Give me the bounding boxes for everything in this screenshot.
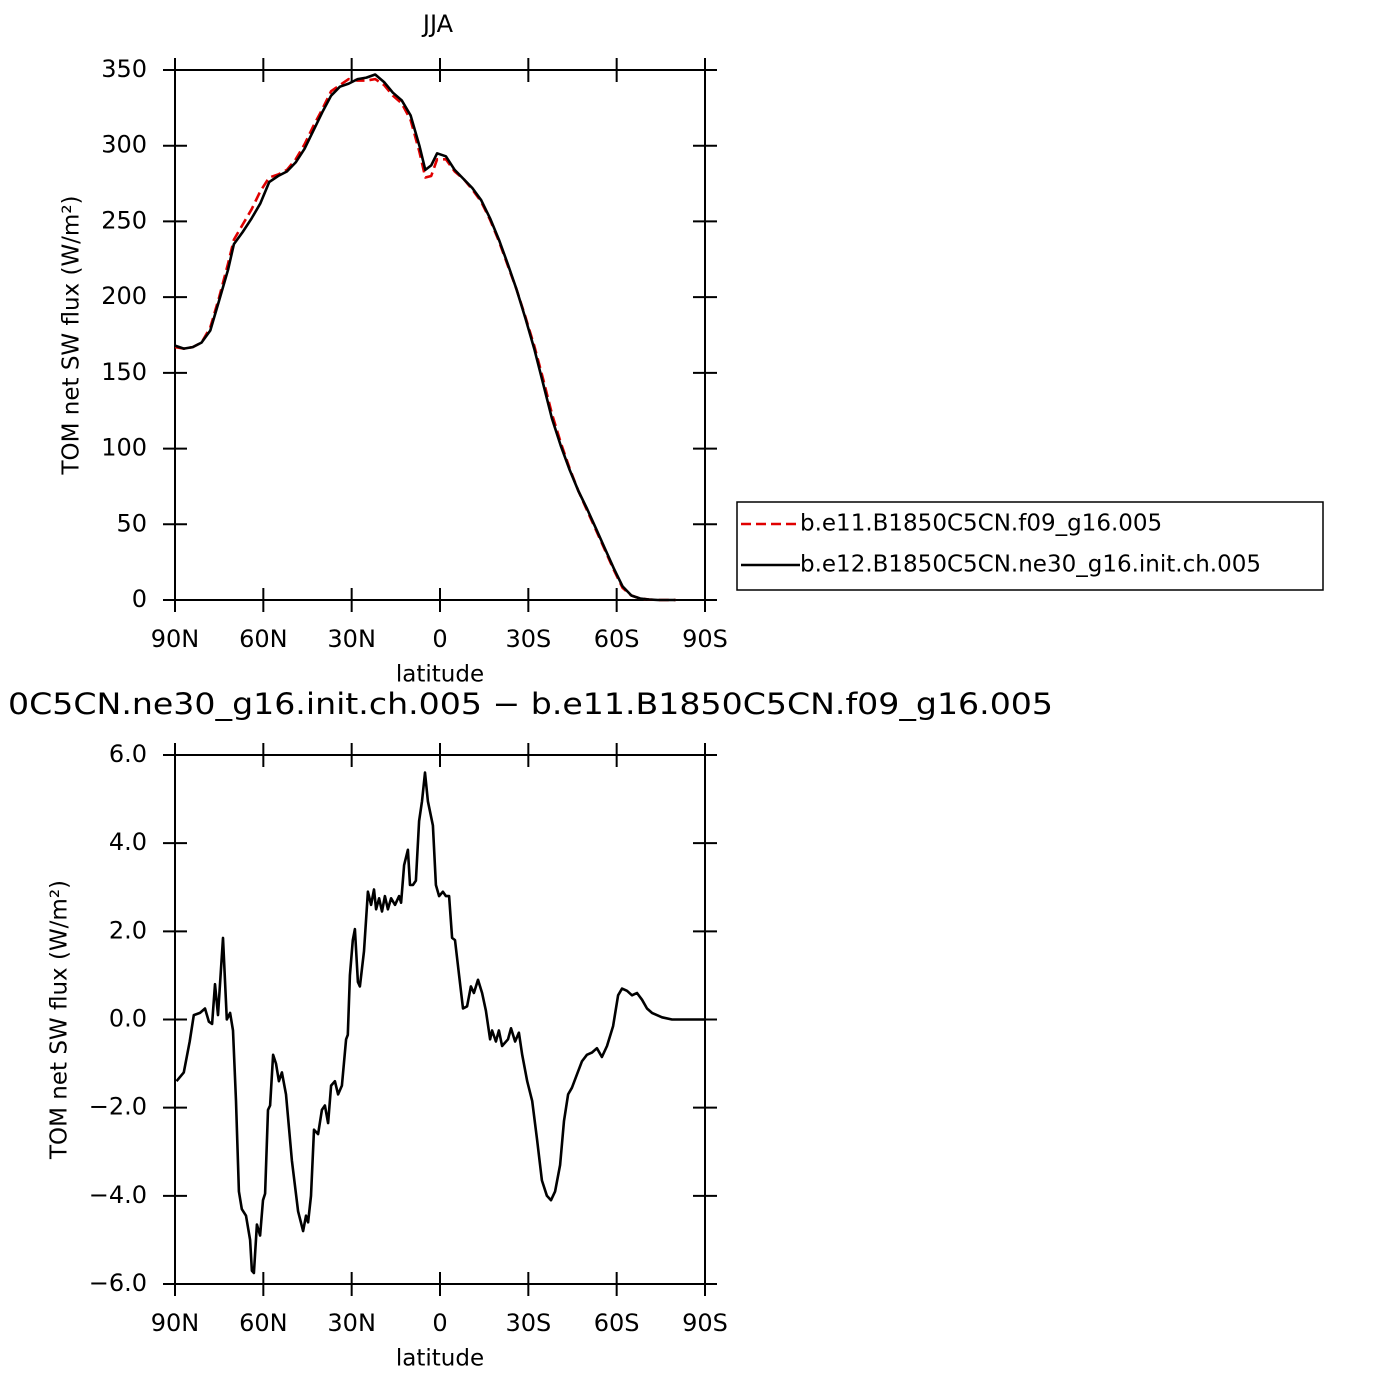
x-axis-label: latitude xyxy=(396,1346,484,1372)
y-tick-label: 50 xyxy=(116,509,147,537)
y-tick-label: −4.0 xyxy=(89,1181,147,1209)
y-tick-label: 100 xyxy=(101,434,147,462)
x-tick-label: 30N xyxy=(327,1309,376,1337)
y-tick-label: −6.0 xyxy=(89,1269,147,1297)
plot-frame xyxy=(174,754,706,1285)
x-tick-label: 30S xyxy=(505,625,551,653)
y-tick-label: 250 xyxy=(101,206,147,234)
y-tick-label: 150 xyxy=(101,358,147,386)
chart-title: 0C5CN.ne30_g16.init.ch.005 − b.e11.B1850… xyxy=(8,687,1053,721)
x-tick-label: 30N xyxy=(327,625,376,653)
x-tick-label: 60S xyxy=(594,625,640,653)
y-tick-label: 0 xyxy=(132,585,147,613)
x-tick-label: 60N xyxy=(239,1309,288,1337)
x-tick-label: 90N xyxy=(151,625,200,653)
plot-frame xyxy=(174,69,706,601)
x-tick-label: 60S xyxy=(594,1309,640,1337)
x-tick-label: 0 xyxy=(432,625,447,653)
y-axis-label: TOM net SW flux (W/m²) xyxy=(47,880,73,1160)
y-tick-label: 350 xyxy=(101,55,147,83)
y-axis-label: TOM net SW flux (W/m²) xyxy=(59,195,85,475)
x-tick-label: 90S xyxy=(682,625,728,653)
x-tick-label: 90N xyxy=(151,1309,200,1337)
y-tick-label: 200 xyxy=(101,282,147,310)
x-tick-label: 30S xyxy=(505,1309,551,1337)
data-line xyxy=(174,77,676,602)
legend-box xyxy=(736,501,1324,591)
data-line xyxy=(175,771,705,1275)
x-tick-label: 0 xyxy=(432,1309,447,1337)
data-line xyxy=(174,73,676,602)
y-tick-label: 300 xyxy=(101,131,147,159)
x-axis-label: latitude xyxy=(396,662,484,688)
chart-title: JJA xyxy=(421,10,454,38)
y-tick-label: 0.0 xyxy=(109,1005,147,1033)
y-tick-label: −2.0 xyxy=(89,1093,147,1121)
legend-label: b.e12.B1850C5CN.ne30_g16.init.ch.005 xyxy=(800,552,1261,578)
x-tick-label: 60N xyxy=(239,625,288,653)
legend-label: b.e11.B1850C5CN.f09_g16.005 xyxy=(800,511,1162,537)
y-tick-label: 6.0 xyxy=(109,740,147,768)
y-tick-label: 4.0 xyxy=(109,828,147,856)
y-tick-label: 2.0 xyxy=(109,916,147,944)
x-tick-label: 90S xyxy=(682,1309,728,1337)
